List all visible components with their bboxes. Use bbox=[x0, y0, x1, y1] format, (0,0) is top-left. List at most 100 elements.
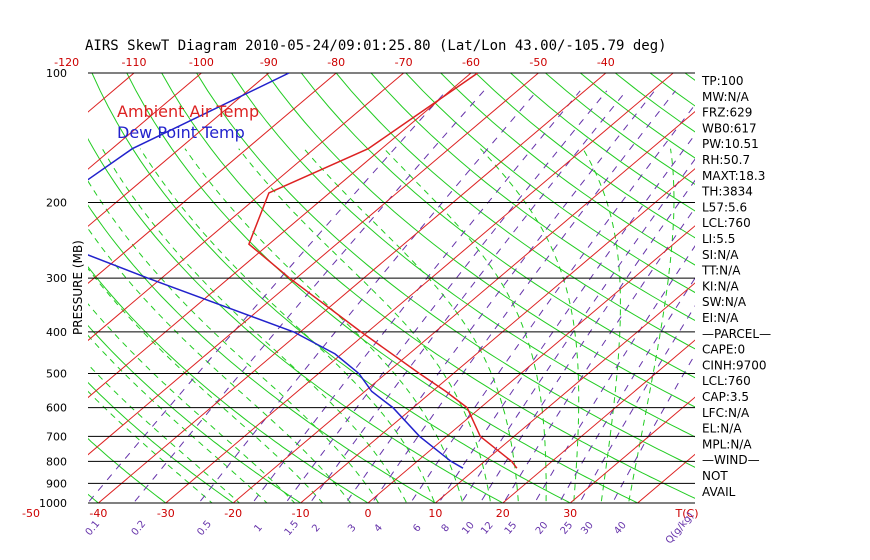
pressure-tick-label: 1000 bbox=[39, 497, 67, 510]
index-item: MAXT:18.3 bbox=[702, 169, 765, 183]
pressure-tick-label: 400 bbox=[46, 326, 67, 339]
isotherm bbox=[569, 396, 695, 503]
bottom-tick-label: -20 bbox=[224, 507, 242, 520]
top-tick-label: -90 bbox=[260, 56, 278, 69]
legend: Ambient Air Temp Dew Point Temp bbox=[117, 102, 259, 142]
pressure-tick-labels: 100 200 300 400 500 600 700 800 900 1000 bbox=[39, 67, 67, 510]
bottom-tick-label: 0 bbox=[365, 507, 372, 520]
top-tick-label: -60 bbox=[462, 56, 480, 69]
mixing-ratio-line bbox=[611, 353, 695, 503]
mixing-ratio-tick-label-group: 4 bbox=[373, 522, 386, 534]
mixing-ratio-tick-label: 30 bbox=[579, 520, 596, 537]
pressure-tick-label: 800 bbox=[46, 455, 67, 468]
index-item: RH:50.7 bbox=[702, 153, 750, 167]
dry-adiabat bbox=[126, 73, 639, 503]
index-item: PW:10.51 bbox=[702, 137, 759, 151]
mixing-ratio-line bbox=[479, 179, 695, 503]
index-item: TT:N/A bbox=[701, 264, 741, 278]
mixing-ratio-tick-label: 1 bbox=[252, 522, 265, 534]
mixing-ratio-tick-label-group: 3 bbox=[346, 522, 359, 534]
index-item: TH:3834 bbox=[701, 185, 753, 199]
mixing-ratio-tick-label: 15 bbox=[503, 520, 520, 537]
index-item: —WIND— bbox=[702, 453, 760, 467]
mixing-ratio-line bbox=[438, 133, 695, 503]
mixing-ratio-line bbox=[503, 207, 695, 503]
isotherm bbox=[762, 53, 870, 512]
mixing-ratio-tick-label-group: 15 bbox=[503, 520, 520, 537]
top-tick-label: -40 bbox=[597, 56, 615, 69]
isotherm bbox=[88, 73, 472, 399]
index-item: TP:100 bbox=[701, 74, 744, 88]
index-item: —PARCEL— bbox=[702, 327, 771, 341]
mixing-ratio-tick-label: 20 bbox=[534, 520, 551, 537]
moist-adiabat bbox=[480, 148, 580, 503]
bottom-tick-label: 20 bbox=[496, 507, 510, 520]
index-item: SI:N/A bbox=[702, 248, 739, 262]
index-item: CAP:3.5 bbox=[702, 390, 749, 404]
isotherm bbox=[232, 110, 695, 503]
mixing-ratio-tick-label-group: 1.5 bbox=[283, 519, 302, 538]
mixing-ratio-tick-label: 8 bbox=[440, 522, 453, 534]
mixing-ratio-tick-label: 10 bbox=[460, 520, 477, 537]
mixing-ratio-tick-label-group: 0.1 bbox=[84, 519, 103, 538]
mixing-ratio-line bbox=[579, 305, 695, 503]
bottom-tick-label: -40 bbox=[89, 507, 107, 520]
dry-adiabat bbox=[544, 73, 695, 185]
dry-adiabat bbox=[230, 73, 695, 438]
dry-adiabat bbox=[335, 73, 695, 350]
top-tick-label: -110 bbox=[122, 56, 147, 69]
pressure-tick-label: 600 bbox=[46, 402, 67, 415]
bottom-tick-label: T(C) bbox=[675, 507, 699, 520]
dry-adiabat bbox=[88, 324, 302, 503]
index-item: FRZ:629 bbox=[702, 106, 752, 120]
mixing-ratio-tick-label: 4 bbox=[373, 522, 386, 534]
index-item: CAPE:0 bbox=[702, 343, 745, 357]
mixing-ratio-tick-label-group: 6 bbox=[411, 522, 424, 534]
legend-ambient-air-temp: Ambient Air Temp bbox=[117, 102, 259, 121]
moist-adiabat bbox=[88, 227, 352, 503]
mixing-ratio-line bbox=[534, 245, 695, 503]
index-item: LFC:N/A bbox=[702, 406, 750, 420]
mixing-ratio-tick-label: 40 bbox=[612, 520, 629, 537]
pressure-tick-label: 700 bbox=[46, 430, 67, 443]
mixing-ratio-line bbox=[251, 90, 581, 503]
moist-adiabat bbox=[383, 148, 547, 503]
pressure-tick-label: 900 bbox=[46, 477, 67, 490]
mixing-ratio-tick-label: 2 bbox=[310, 522, 323, 534]
y-axis-label: PRESSURE (MB) bbox=[71, 240, 85, 335]
index-item: LCL:760 bbox=[702, 374, 751, 388]
dry-adiabat bbox=[684, 73, 695, 81]
mixing-ratio-tick-label-group: 30 bbox=[579, 520, 596, 537]
mixing-ratio-line bbox=[460, 158, 695, 503]
dry-adiabat bbox=[88, 204, 437, 503]
dry-adiabat bbox=[161, 73, 695, 499]
bottom-tick-label: -10 bbox=[292, 507, 310, 520]
top-tick-label: -120 bbox=[54, 56, 79, 69]
dry-adiabat bbox=[300, 73, 695, 379]
isotherm bbox=[367, 225, 695, 503]
isotherm bbox=[88, 73, 540, 456]
dry-adiabat bbox=[370, 73, 695, 322]
bottom-tick-labels: -50 -40 -30 -20 -10 0 10 20 30 T(C) bbox=[22, 507, 698, 520]
top-tick-label: -80 bbox=[327, 56, 345, 69]
isotherm bbox=[97, 73, 607, 503]
isotherm bbox=[0, 53, 22, 512]
pressure-tick-label: 300 bbox=[46, 272, 67, 285]
index-item: KI:N/A bbox=[702, 279, 739, 293]
isotherm bbox=[88, 73, 337, 284]
dry-adiabat bbox=[440, 73, 695, 266]
mixing-ratio-tick-label-group: 1 bbox=[252, 522, 265, 534]
index-item: AVAIL bbox=[702, 485, 736, 499]
legend-dew-point-temp: Dew Point Temp bbox=[117, 123, 245, 142]
index-item: EI:N/A bbox=[702, 311, 739, 325]
top-tick-label: -100 bbox=[189, 56, 214, 69]
mixing-ratio-tick-label-group: 0.2 bbox=[130, 519, 149, 538]
mixing-ratio-tick-label-group: 25 bbox=[559, 520, 576, 537]
mixing-ratio-line bbox=[198, 90, 538, 503]
mixing-ratio-line bbox=[371, 90, 676, 503]
mixing-ratio-tick-label-group: 10 bbox=[460, 520, 477, 537]
isotherm bbox=[434, 282, 695, 503]
index-item: NOT bbox=[702, 469, 728, 483]
